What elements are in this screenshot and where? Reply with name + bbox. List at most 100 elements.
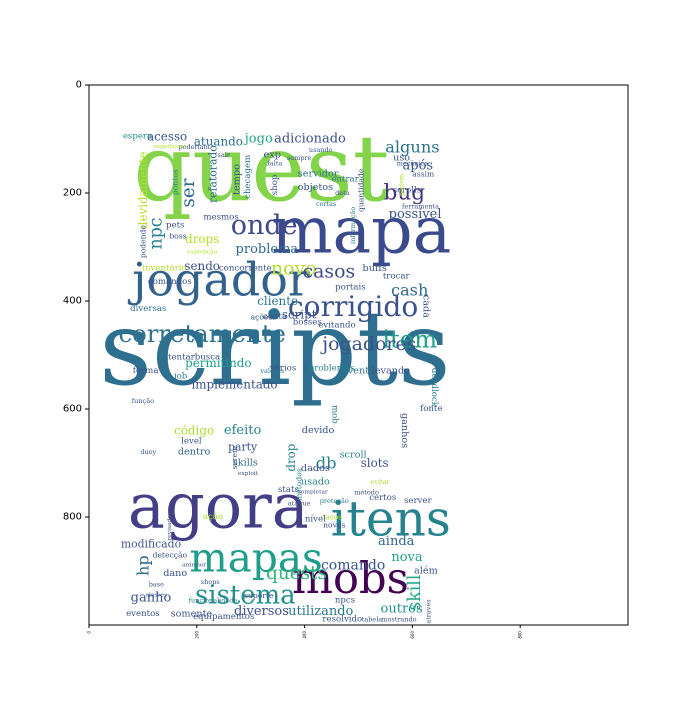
word-71: stats xyxy=(278,485,299,495)
word-96: forma xyxy=(133,366,159,376)
x-tick-label: 800 xyxy=(518,631,523,639)
word-113: funcionalidade xyxy=(189,597,238,605)
word-133: duey xyxy=(140,448,156,456)
word-75: dano xyxy=(163,568,187,579)
word-18: cash xyxy=(391,281,428,300)
word-112: suporte xyxy=(244,591,274,600)
word-92: boss xyxy=(169,232,186,241)
word-117: ações xyxy=(251,313,273,322)
word-58: entrar xyxy=(331,175,359,185)
word-39: dentro xyxy=(178,447,211,458)
word-81: ação xyxy=(203,511,223,522)
word-82: npc xyxy=(146,218,166,250)
word-51: slots xyxy=(361,456,389,470)
y-tick-label: 0 xyxy=(76,80,82,91)
word-32: adicionado xyxy=(274,132,346,147)
word-135: métodos xyxy=(295,468,304,501)
word-137: completar xyxy=(298,490,328,496)
word-141: mostrando xyxy=(381,616,416,624)
word-15: casos xyxy=(303,260,356,282)
axes-frame xyxy=(88,84,629,626)
word-102: bosses xyxy=(293,318,322,328)
word-30: scroll xyxy=(340,449,367,460)
word-1: scripts xyxy=(99,290,451,409)
word-69: novos xyxy=(323,521,345,530)
word-62: uso xyxy=(393,152,410,163)
word-89: exp xyxy=(264,150,281,161)
word-107: cada xyxy=(420,295,431,318)
word-118: podem xyxy=(398,174,406,196)
word-35: atuando xyxy=(194,135,243,149)
word-23: nova xyxy=(391,550,423,565)
x-tick-label: 600 xyxy=(410,631,415,639)
word-100: mob xyxy=(329,405,339,424)
word-64: deadlock xyxy=(429,368,439,408)
word-114: vários xyxy=(269,363,296,374)
word-42: permitindo xyxy=(185,356,251,370)
word-84: devidamente xyxy=(136,151,150,229)
word-138: evitar xyxy=(370,478,390,486)
word-79: modificado xyxy=(121,538,181,551)
word-129: expedições xyxy=(153,143,186,150)
word-12: item xyxy=(382,324,437,353)
word-93: mesmos xyxy=(203,212,238,222)
word-48: db xyxy=(316,454,337,473)
word-2: mapa xyxy=(271,193,451,268)
y-tick-label: 800 xyxy=(63,512,82,523)
word-7: mapas xyxy=(189,534,322,582)
word-14: novo xyxy=(271,258,317,280)
word-37: efeito xyxy=(224,423,262,438)
word-3: jogador xyxy=(127,252,310,306)
word-60: mecânica xyxy=(397,159,428,167)
word-11: sistema xyxy=(195,580,296,610)
word-33: jogo xyxy=(243,132,273,147)
word-25: ainda xyxy=(378,534,415,549)
word-106: trocar xyxy=(383,272,411,282)
word-134: serem xyxy=(230,446,239,470)
word-66: server xyxy=(404,496,433,506)
word-53: evento xyxy=(342,366,375,377)
word-110: npcs xyxy=(335,596,355,606)
word-27: cliente xyxy=(257,294,298,308)
word-99: level xyxy=(181,436,202,446)
word-76: somente xyxy=(171,609,213,620)
word-116: conta xyxy=(263,312,287,322)
word-130: expedição xyxy=(187,248,218,255)
word-40: party xyxy=(228,440,258,453)
word-34: acesso xyxy=(147,129,187,143)
word-26: problema xyxy=(236,242,299,257)
word-55: problemas xyxy=(309,364,355,374)
y-tick-label: 400 xyxy=(63,296,82,307)
word-43: drops xyxy=(185,232,219,246)
word-31: após xyxy=(403,159,434,174)
word-57: objetos xyxy=(298,182,333,193)
word-122: informação xyxy=(349,207,357,244)
x-tick-label: 400 xyxy=(302,631,307,639)
word-101: drop xyxy=(284,443,298,471)
word-19: quests xyxy=(266,563,327,584)
word-126: sempre xyxy=(287,154,312,162)
word-108: skill xyxy=(405,574,425,610)
word-88: shop xyxy=(270,174,280,195)
word-146: revisado xyxy=(167,515,173,541)
word-85: refatorado xyxy=(206,145,219,203)
word-125: falta xyxy=(268,159,283,167)
word-24: outros xyxy=(381,601,423,616)
word-22: comando xyxy=(321,558,385,574)
word-59: assim xyxy=(412,170,434,179)
word-70: nível xyxy=(305,514,326,525)
word-87: checagem xyxy=(243,155,253,199)
word-17: alguns xyxy=(385,138,439,157)
x-tick-label: 200 xyxy=(194,631,199,639)
word-65: ganhos xyxy=(399,413,410,448)
word-121: certas xyxy=(316,200,336,208)
word-44: sendo xyxy=(184,259,220,273)
word-13: jogadores xyxy=(320,333,416,355)
word-67: certos xyxy=(369,493,396,503)
word-50: usado xyxy=(301,476,330,487)
word-0: quest xyxy=(133,115,389,222)
